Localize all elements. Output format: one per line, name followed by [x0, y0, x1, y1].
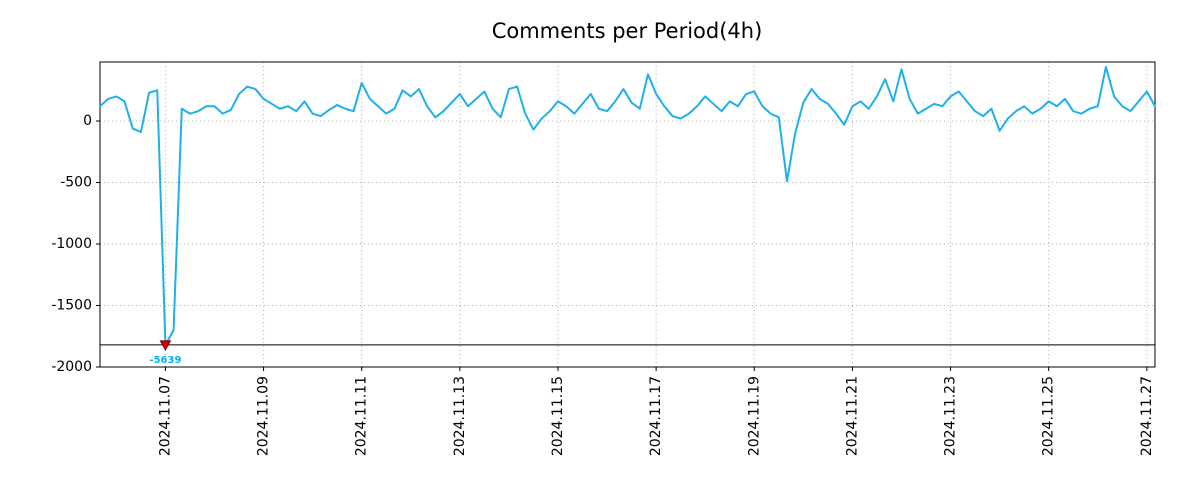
axes-layer: 2024.11.07 2024.11.09 2024.11.11 2024.11.13…	[51, 61, 1156, 456]
x-tick-label: 2024.11.15	[550, 376, 566, 456]
series-layer	[99, 65, 1156, 346]
grid-layer	[100, 62, 1155, 368]
x-tick-label: 2024.11.21	[844, 376, 860, 456]
y-tick-label: -1500	[51, 298, 92, 314]
comments-line	[99, 65, 1156, 346]
x-tick-label: 2024.11.07	[157, 376, 173, 456]
x-tick-label: 2024.11.09	[256, 376, 272, 456]
annotation-layer: -5639	[100, 340, 1155, 366]
y-tick-label: 0	[83, 113, 92, 129]
y-tick-label: -1000	[51, 236, 92, 252]
min-marker-icon	[159, 340, 172, 351]
x-tick-label: 2024.11.17	[648, 376, 664, 456]
x-tick-label: 2024.11.23	[943, 376, 959, 456]
min-value-label: -5639	[149, 355, 181, 366]
x-tick-label: 2024.11.25	[1041, 376, 1057, 456]
y-tick-label: -500	[60, 175, 92, 191]
chart-title: Comments per Period(4h)	[492, 19, 763, 43]
plot-border	[99, 61, 1156, 368]
x-tick-label: 2024.11.27	[1139, 376, 1155, 456]
x-tick-label: 2024.11.11	[354, 376, 370, 456]
x-tick-label: 2024.11.19	[746, 376, 762, 456]
y-tick-label: -2000	[51, 359, 92, 375]
x-tick-label: 2024.11.13	[452, 376, 468, 456]
